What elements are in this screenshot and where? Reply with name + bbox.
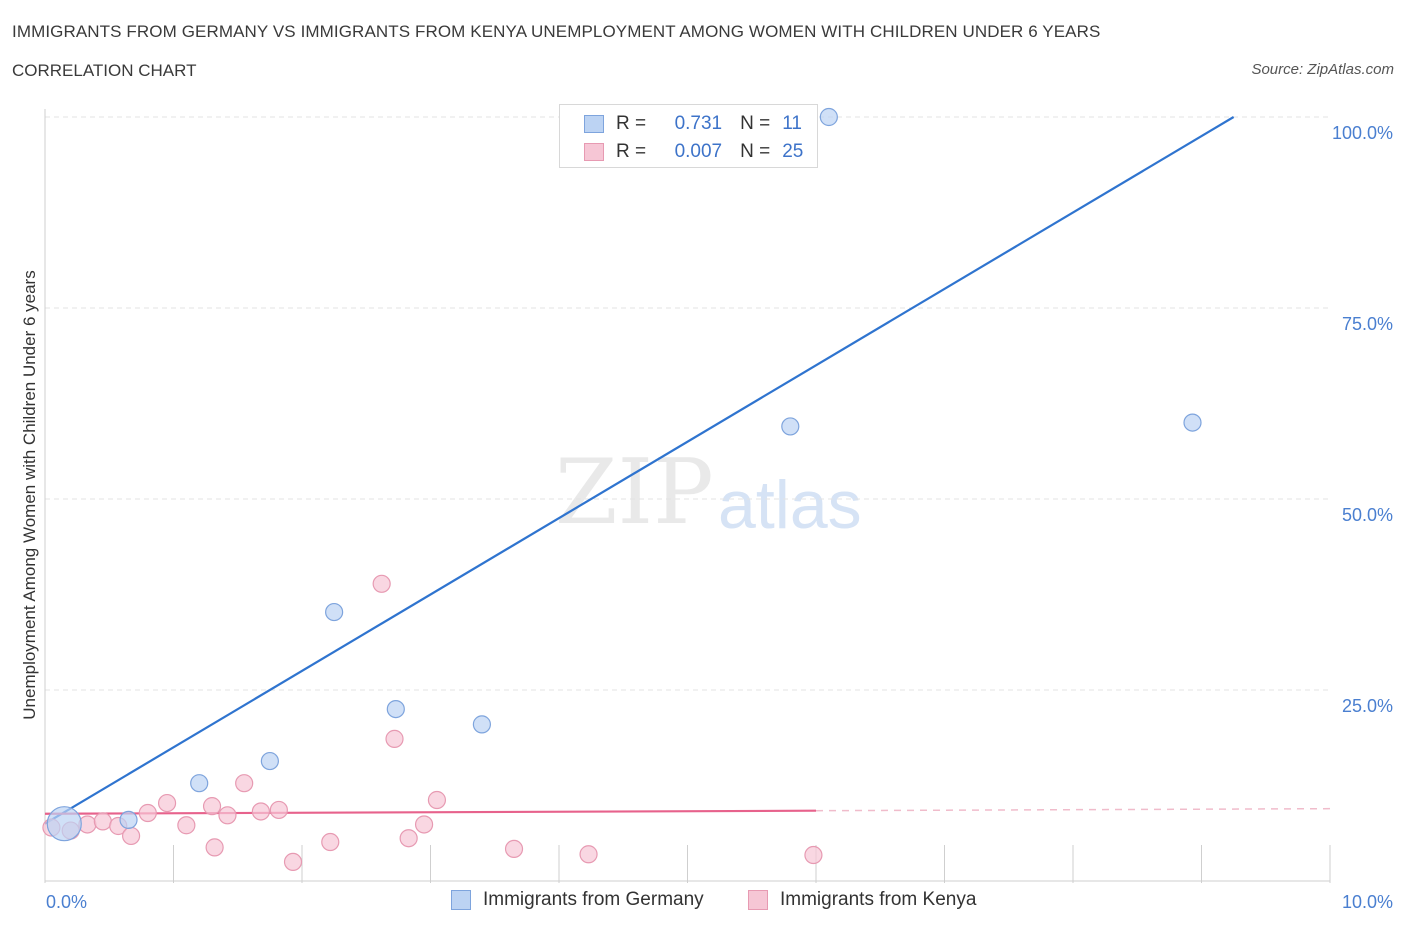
- grid-lines: [45, 116, 1330, 691]
- germany-r-value: 0.731: [674, 113, 723, 134]
- tick-labels: 25.0% 50.0% 75.0% 100.0% 0.0% 10.0%: [46, 123, 1393, 912]
- kenya-point-17: [372, 574, 391, 593]
- watermark-zip: ZIP: [555, 440, 714, 545]
- kenya-point-12: [235, 774, 254, 793]
- trend-line-kenya: [44, 809, 817, 815]
- germany-point-9: [819, 107, 838, 127]
- kenya-point-11: [218, 806, 237, 825]
- legend-germany-swatch: [451, 890, 471, 910]
- kenya-point-8: [177, 816, 196, 835]
- kenya-point-18: [385, 729, 404, 748]
- germany-r-label: R =: [616, 113, 647, 134]
- germany-n-label: N =: [740, 113, 771, 134]
- legend-row-kenya: R = 0.007 N = 25: [584, 140, 803, 164]
- kenya-point-21: [427, 790, 447, 810]
- x-tick-label-0: 0.0%: [46, 892, 87, 912]
- y-tick-label-75: 75.0%: [1342, 314, 1393, 334]
- y-tick-label-50: 50.0%: [1342, 505, 1393, 525]
- kenya-point-3: [93, 812, 112, 831]
- source-credit: Source: ZipAtlas.com: [1251, 61, 1394, 78]
- kenya-point-19: [399, 829, 418, 848]
- kenya-point-15: [283, 852, 303, 872]
- germany-point-0: [46, 806, 82, 842]
- trend-line-germany: [44, 116, 1235, 825]
- kenya-point-9: [202, 797, 222, 816]
- watermark-atlas: atlas: [718, 467, 862, 543]
- kenya-point-10: [205, 838, 224, 857]
- y-tick-label-100: 100.0%: [1332, 123, 1393, 143]
- kenya-point-13: [251, 802, 270, 821]
- data-points: [42, 107, 1202, 872]
- germany-swatch: [584, 115, 604, 133]
- germany-point-8: [781, 417, 800, 436]
- x-tick-label-10: 10.0%: [1342, 892, 1393, 912]
- kenya-point-16: [321, 832, 340, 852]
- germany-point-5: [386, 699, 405, 719]
- chart-title: IMMIGRANTS FROM GERMANY VS IMMIGRANTS FR…: [12, 22, 1101, 41]
- legend-row-germany: R = 0.731 N = 11: [584, 112, 802, 136]
- chart-subtitle: CORRELATION CHART: [12, 61, 197, 80]
- kenya-point-7: [157, 793, 177, 813]
- kenya-point-5: [121, 826, 141, 846]
- y-tick-label-25: 25.0%: [1342, 696, 1393, 716]
- kenya-point-24: [804, 845, 823, 865]
- germany-point-6: [472, 715, 491, 734]
- kenya-n-label: N =: [740, 141, 771, 162]
- correlation-legend: R = 0.731 N = 11 R = 0.007 N = 25: [559, 104, 818, 168]
- series-legend: Immigrants from Germany Immigrants from …: [0, 889, 1406, 915]
- legend-kenya-label: Immigrants from Kenya: [780, 889, 977, 910]
- kenya-point-14: [269, 800, 288, 820]
- germany-point-10: [1183, 413, 1202, 432]
- legend-item-kenya[interactable]: Immigrants from Kenya: [748, 889, 976, 911]
- kenya-point-6: [138, 803, 157, 823]
- legend-item-germany[interactable]: Immigrants from Germany: [451, 889, 704, 911]
- germany-point-3: [260, 751, 279, 771]
- kenya-point-23: [579, 845, 598, 864]
- kenya-point-20: [414, 815, 434, 834]
- trend-line-extension-kenya: [815, 807, 1331, 812]
- kenya-r-label: R =: [616, 141, 647, 162]
- germany-point-2: [190, 774, 209, 793]
- germany-point-1: [119, 810, 138, 829]
- legend-germany-label: Immigrants from Germany: [483, 889, 704, 910]
- kenya-swatch: [584, 143, 604, 161]
- legend-kenya-swatch: [748, 890, 768, 910]
- kenya-r-value: 0.007: [674, 141, 723, 162]
- axes: [44, 109, 1331, 883]
- germany-point-4: [325, 602, 344, 622]
- germany-n-value: 11: [782, 113, 802, 134]
- kenya-point-22: [504, 839, 524, 859]
- trend-lines: [44, 116, 1331, 825]
- kenya-n-value: 25: [782, 141, 804, 162]
